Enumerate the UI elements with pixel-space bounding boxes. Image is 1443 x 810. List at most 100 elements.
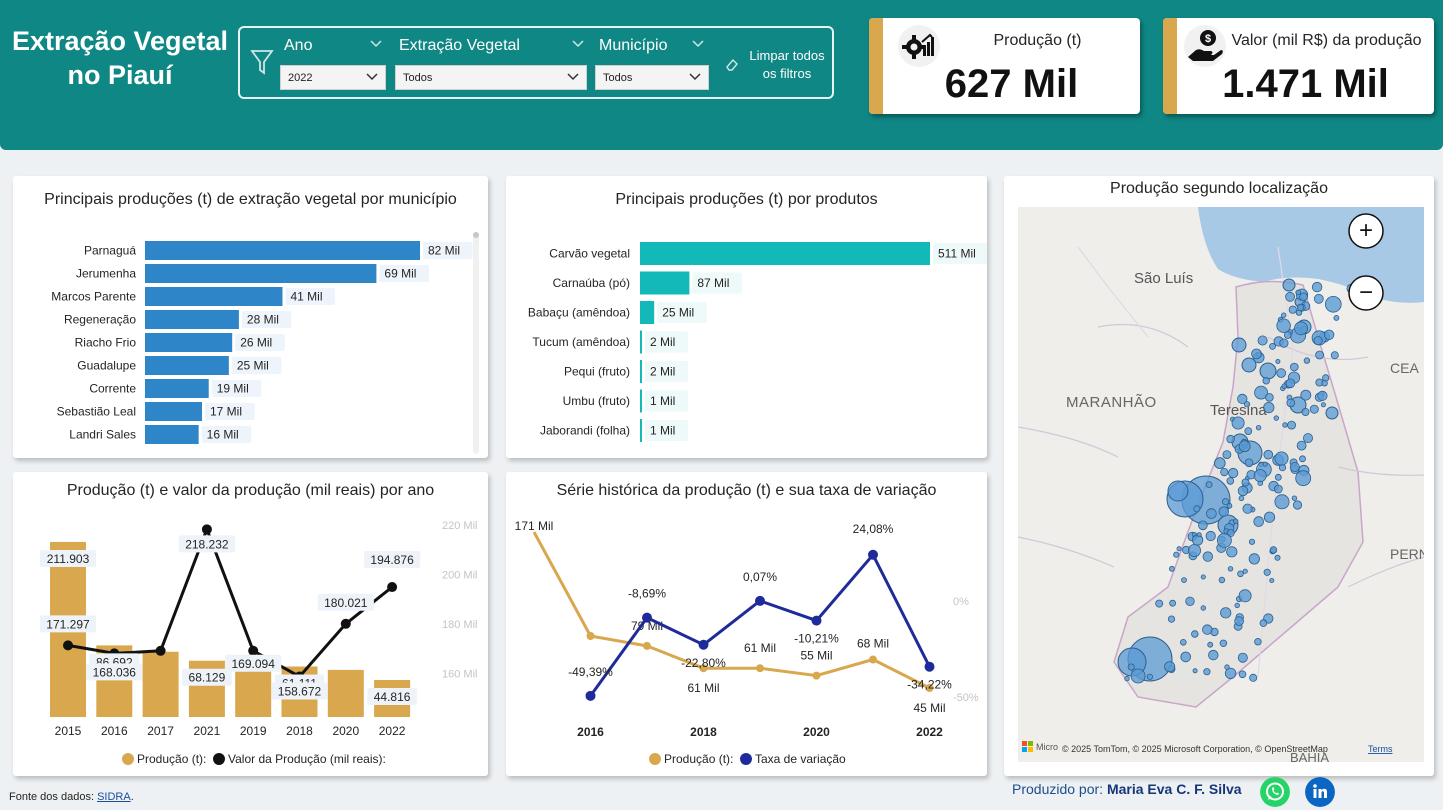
- bar-marcos-parente[interactable]: [145, 287, 283, 306]
- bar-sebastiao-leal[interactable]: [145, 402, 203, 421]
- data-label-bg: [933, 243, 987, 264]
- valor-point[interactable]: [248, 645, 259, 656]
- producer-prefix: Produzido por:: [1012, 781, 1107, 797]
- y2-tick-label: 160 Mil: [442, 668, 477, 680]
- historic-chart-card: Série histórica da produção (t) e sua ta…: [506, 472, 987, 776]
- producao-point[interactable]: [925, 684, 934, 692]
- map-bubble: [1208, 649, 1219, 661]
- bar-corrente[interactable]: [145, 379, 209, 398]
- map-terms-link[interactable]: Terms: [1368, 744, 1393, 754]
- label-ceara: CEA: [1390, 360, 1419, 376]
- bar-landri-sales[interactable]: [145, 425, 199, 444]
- map-bubble: [1228, 467, 1239, 479]
- clear-filters-button[interactable]: Limpar todos os filtros: [724, 46, 834, 86]
- map-bubble: [1299, 292, 1309, 302]
- bar-2019[interactable]: [235, 664, 272, 717]
- map-bubble: [1255, 424, 1262, 431]
- x-tick-2017: 2017: [147, 724, 174, 738]
- bar-jaborandi-folha[interactable]: [640, 419, 642, 442]
- producao-point[interactable]: [586, 632, 595, 640]
- map-bubble: [1273, 415, 1279, 421]
- bar-babacu-amendoa[interactable]: [640, 301, 655, 324]
- taxa-point[interactable]: [811, 615, 822, 626]
- map-bubble: [1176, 546, 1182, 552]
- label-teresina: Teresina: [1210, 402, 1267, 419]
- map-bubble: [1273, 484, 1283, 494]
- map-bubble: [1281, 312, 1287, 318]
- map-bubble: [1219, 639, 1228, 647]
- map-bubble: [1198, 520, 1208, 531]
- producao-point[interactable]: [869, 655, 877, 664]
- bar-jerumenha[interactable]: [145, 264, 377, 283]
- filter-select-extracao[interactable]: Todos: [395, 65, 587, 90]
- producao-point[interactable]: [699, 664, 708, 673]
- bar-regeneracao[interactable]: [145, 310, 239, 329]
- scrollbar-thumb[interactable]: [473, 232, 479, 238]
- valor-point[interactable]: [63, 640, 73, 651]
- taxa-point[interactable]: [755, 595, 765, 606]
- map-bubble: [1231, 416, 1245, 430]
- map-title: Produção segundo localização: [1110, 180, 1328, 197]
- category-label-jerumenha: Jerumenha: [76, 267, 136, 281]
- zoom-in-button[interactable]: +: [1348, 213, 1384, 249]
- data-label-jaborandi-folha: 1 Mil: [650, 424, 675, 438]
- bar-parnagua[interactable]: [145, 241, 420, 260]
- filter-select-ano[interactable]: 2022: [280, 65, 386, 90]
- bar-carnauba-po[interactable]: [640, 271, 690, 295]
- zoom-out-button[interactable]: −: [1348, 275, 1384, 311]
- bubble-map[interactable]: São Luís MARANHÃO Teresina CEA PERN BAHI…: [1018, 207, 1424, 762]
- data-label: 44.816: [374, 690, 411, 704]
- map-bubble: [1283, 331, 1292, 339]
- taxa-point[interactable]: [585, 690, 596, 701]
- gear-chart-icon: [898, 25, 940, 67]
- x-tick-2020: 2020: [332, 724, 359, 738]
- taxa-point[interactable]: [868, 549, 878, 560]
- source-link-sidra[interactable]: SIDRA: [97, 791, 131, 803]
- taxa-label-2020: -10,21%: [794, 632, 839, 646]
- chevron-down-icon[interactable]: [572, 40, 584, 48]
- valor-point[interactable]: [387, 582, 398, 593]
- producao-label-2019: 61 Mil: [744, 641, 776, 655]
- valor-point[interactable]: [201, 524, 212, 535]
- filter-select-municipio[interactable]: Todos: [595, 65, 709, 90]
- bar-2017[interactable]: [142, 651, 179, 717]
- zoom-out-icon: −: [1359, 279, 1373, 306]
- linkedin-icon[interactable]: [1305, 777, 1335, 807]
- legend-taxa-label: Taxa de variação: [755, 752, 846, 766]
- data-label-bg: [285, 288, 336, 305]
- bar-2020[interactable]: [327, 669, 364, 717]
- map-bubble: [1238, 440, 1251, 453]
- x-tick-2021: 2021: [194, 724, 221, 738]
- whatsapp-icon[interactable]: [1260, 777, 1290, 807]
- taxa-point[interactable]: [642, 612, 652, 623]
- chevron-down-icon[interactable]: [370, 40, 382, 48]
- map-bubble: [1299, 455, 1306, 463]
- map-attribution[interactable]: © 2025 TomTom, © 2025 Microsoft Corporat…: [1062, 744, 1328, 754]
- chevron-down-icon[interactable]: [692, 40, 704, 48]
- producao-point[interactable]: [812, 671, 821, 680]
- bar-tucum-amendoa[interactable]: [640, 330, 642, 354]
- bar-pequi-fruto[interactable]: [640, 360, 642, 383]
- label-bahia: BAHIA: [1290, 750, 1329, 762]
- y2-tick-label: 180 Mil: [442, 619, 477, 631]
- bar-umbu-fruto[interactable]: [640, 389, 642, 413]
- valor-point[interactable]: [155, 645, 166, 656]
- bar-guadalupe[interactable]: [145, 356, 229, 375]
- producao-point[interactable]: [643, 641, 651, 650]
- map-bubble: [1173, 551, 1180, 558]
- valor-point[interactable]: [340, 618, 351, 629]
- map-bubble: [1254, 638, 1262, 646]
- map-bubble: [1206, 508, 1217, 519]
- map-bubble: [1130, 668, 1146, 684]
- data-label-carnauba-po: 87 Mil: [697, 276, 729, 290]
- bar-riacho-frio[interactable]: [145, 333, 233, 352]
- map-bubble: [1218, 576, 1226, 584]
- map-bubble: [1303, 357, 1311, 364]
- zoom-in-icon: +: [1359, 217, 1373, 244]
- taxa-point[interactable]: [698, 639, 709, 650]
- data-label: 218.232: [185, 537, 229, 551]
- producao-point[interactable]: [756, 664, 764, 673]
- taxa-point[interactable]: [924, 661, 935, 672]
- bar-carvao-vegetal[interactable]: [640, 242, 930, 265]
- scrollbar-track[interactable]: [473, 232, 479, 454]
